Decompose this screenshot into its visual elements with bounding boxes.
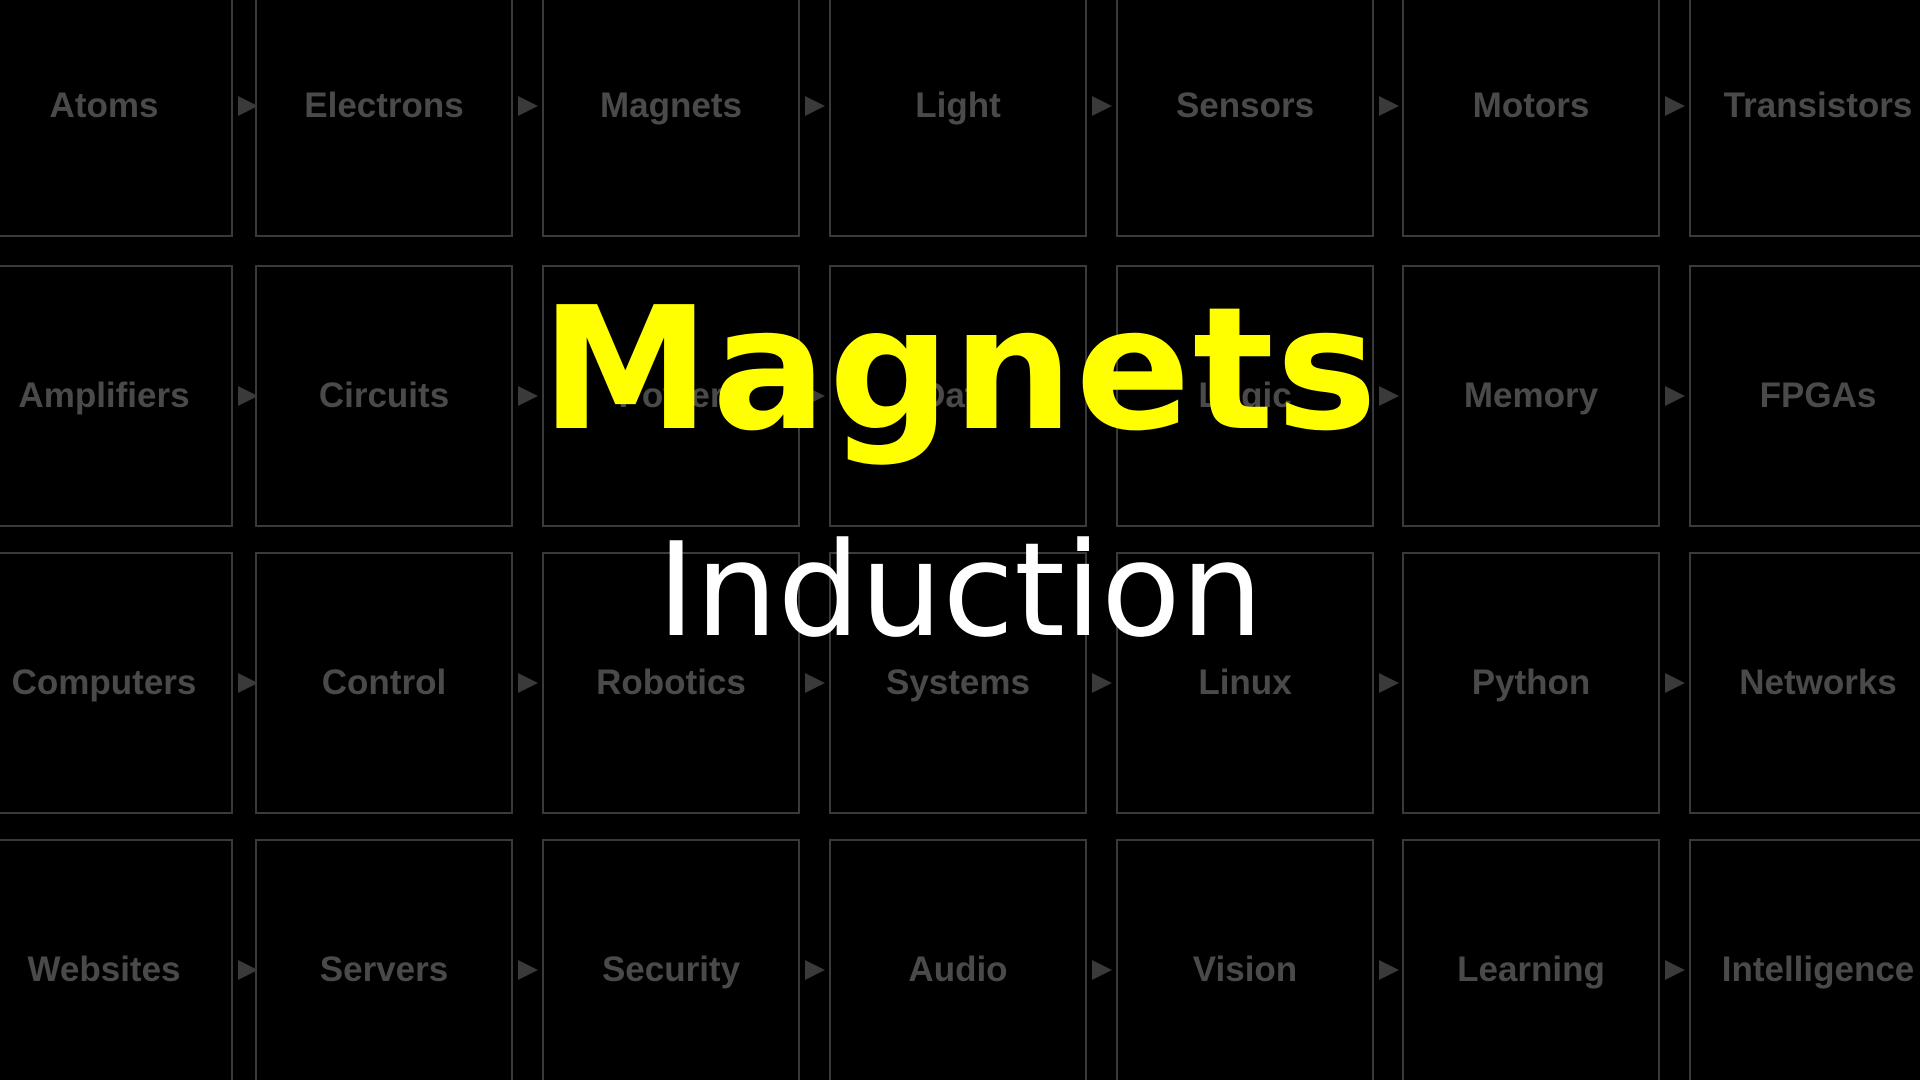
grid-tile: Systems <box>829 552 1087 814</box>
grid-tile: Sensors <box>1116 0 1374 237</box>
grid-tile: Linux <box>1116 552 1374 814</box>
arrow-right-icon <box>238 673 258 693</box>
grid-tile-label: Learning <box>1457 950 1605 989</box>
arrow-right-icon <box>238 960 258 980</box>
arrow-right-icon <box>518 96 538 116</box>
grid-tile-label: Websites <box>27 950 181 989</box>
grid-tile: Intelligence <box>1689 839 1920 1080</box>
grid-tile: Electrons <box>255 0 513 237</box>
grid-tile: Networks <box>1689 552 1920 814</box>
grid-tile: Circuits <box>255 265 513 527</box>
grid-tile-label: Data <box>920 376 996 415</box>
grid-tile: Transistors <box>1689 0 1920 237</box>
arrow-right-icon <box>518 673 538 693</box>
grid-tile: Magnets <box>542 0 800 237</box>
grid-tile-label: Computers <box>11 663 197 702</box>
grid-tile: Light <box>829 0 1087 237</box>
grid-tile-label: Sensors <box>1175 86 1315 125</box>
arrow-right-icon <box>1092 960 1112 980</box>
arrow-right-icon <box>518 960 538 980</box>
grid-tile-label: FPGAs <box>1759 376 1877 415</box>
arrow-right-icon <box>1092 96 1112 116</box>
arrow-right-icon <box>805 386 825 406</box>
arrow-right-icon <box>1665 386 1685 406</box>
arrow-right-icon <box>1379 673 1399 693</box>
arrow-right-icon <box>1379 96 1399 116</box>
grid-tile-label: Audio <box>908 950 1008 989</box>
grid-tile-label: Amplifiers <box>18 376 190 415</box>
grid-tile-label: Memory <box>1463 376 1599 415</box>
grid-tile-label: Linux <box>1198 663 1292 702</box>
arrow-right-icon <box>1379 960 1399 980</box>
grid-tile-label: Networks <box>1739 663 1897 702</box>
grid-tile: Python <box>1402 552 1660 814</box>
grid-tile-label: Atoms <box>49 86 159 125</box>
arrow-right-icon <box>805 673 825 693</box>
grid-tile: Atoms <box>0 0 233 237</box>
grid-tile: Computers <box>0 552 233 814</box>
grid-tile: Amplifiers <box>0 265 233 527</box>
grid-tile: Servers <box>255 839 513 1080</box>
grid-tile-label: Systems <box>886 663 1030 702</box>
grid-tile: Motors <box>1402 0 1660 237</box>
arrow-right-icon <box>518 386 538 406</box>
grid-tile-label: Motors <box>1472 86 1590 125</box>
slide-subtitle: Induction <box>656 514 1264 666</box>
grid-tile-label: Intelligence <box>1721 950 1915 989</box>
grid-tile-label: Vision <box>1192 950 1298 989</box>
grid-tile-label: Power <box>618 376 724 415</box>
arrow-right-icon <box>1092 386 1112 406</box>
grid-tile-label: Control <box>321 663 447 702</box>
grid-tile: Security <box>542 839 800 1080</box>
grid-tile: Audio <box>829 839 1087 1080</box>
grid-tile: Websites <box>0 839 233 1080</box>
grid-tile-label: Electrons <box>304 86 464 125</box>
grid-tile-label: Robotics <box>596 663 746 702</box>
grid-tile: FPGAs <box>1689 265 1920 527</box>
grid-tile: Power <box>542 265 800 527</box>
arrow-right-icon <box>805 96 825 116</box>
grid-tile: Robotics <box>542 552 800 814</box>
arrow-right-icon <box>238 96 258 116</box>
grid-tile: Data <box>829 265 1087 527</box>
grid-tile: Logic <box>1116 265 1374 527</box>
arrow-right-icon <box>1379 386 1399 406</box>
grid-tile-label: Circuits <box>318 376 450 415</box>
arrow-right-icon <box>1665 960 1685 980</box>
grid-tile-label: Light <box>915 86 1001 125</box>
grid-tile-label: Transistors <box>1723 86 1913 125</box>
grid-tile-label: Servers <box>319 950 449 989</box>
arrow-right-icon <box>1665 673 1685 693</box>
grid-tile: Memory <box>1402 265 1660 527</box>
grid-tile-label: Security <box>601 950 741 989</box>
grid-tile: Learning <box>1402 839 1660 1080</box>
grid-tile: Vision <box>1116 839 1374 1080</box>
grid-tile: Control <box>255 552 513 814</box>
arrow-right-icon <box>238 386 258 406</box>
grid-tile-label: Magnets <box>600 86 742 125</box>
grid-tile-label: Python <box>1471 663 1591 702</box>
arrow-right-icon <box>1665 96 1685 116</box>
arrow-right-icon <box>805 960 825 980</box>
arrow-right-icon <box>1092 673 1112 693</box>
slide-title: Magnets <box>540 271 1380 469</box>
grid-tile-label: Logic <box>1198 376 1292 415</box>
